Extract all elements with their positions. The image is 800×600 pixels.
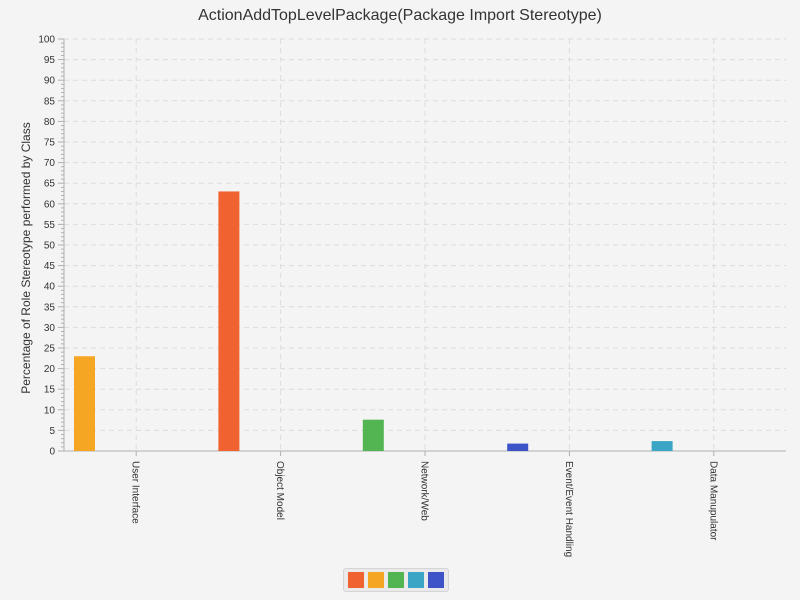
y-tick-label: 55 xyxy=(44,220,56,231)
y-tick-label: 80 xyxy=(44,117,56,128)
y-tick-label: 0 xyxy=(49,447,55,458)
legend-swatch xyxy=(408,572,424,588)
y-tick-label: 25 xyxy=(44,344,56,355)
y-tick-label: 100 xyxy=(38,35,55,46)
y-tick-label: 10 xyxy=(44,405,56,416)
x-tick-label: Object Model xyxy=(274,461,285,520)
y-tick-label: 75 xyxy=(44,138,56,149)
legend-swatch xyxy=(388,572,404,588)
bar-data-manupulator xyxy=(651,441,673,451)
y-tick-label: 70 xyxy=(44,158,56,169)
y-tick-label: 45 xyxy=(44,261,56,272)
y-tick-label: 60 xyxy=(44,199,56,210)
y-tick-label: 90 xyxy=(44,76,56,87)
bar-user-interface xyxy=(74,356,95,451)
legend-swatch xyxy=(368,572,384,588)
y-tick-label: 50 xyxy=(44,241,56,252)
y-tick-label: 20 xyxy=(44,364,56,375)
x-tick-label: Network/Web xyxy=(419,461,430,521)
x-tick-label: Data Manupulator xyxy=(707,461,718,541)
y-tick-label: 40 xyxy=(44,282,56,293)
y-tick-label: 35 xyxy=(44,302,56,313)
y-tick-label: 30 xyxy=(44,323,56,334)
bar-object-model xyxy=(218,191,240,451)
y-tick-label: 15 xyxy=(44,385,56,396)
x-tick-label: Event/Event Handling xyxy=(563,461,574,557)
y-tick-label: 85 xyxy=(44,96,56,107)
bar-event-event-handling xyxy=(507,443,529,451)
x-tick-label: User Interface xyxy=(130,461,141,524)
legend-swatch xyxy=(348,572,364,588)
y-tick-label: 65 xyxy=(44,179,56,190)
y-tick-label: 5 xyxy=(49,426,55,437)
legend-swatch xyxy=(428,572,444,588)
legend xyxy=(343,568,449,592)
chart-title: ActionAddTopLevelPackage(Package Import … xyxy=(198,7,602,24)
y-tick-label: 95 xyxy=(44,55,56,66)
bar-network-web xyxy=(362,419,384,451)
